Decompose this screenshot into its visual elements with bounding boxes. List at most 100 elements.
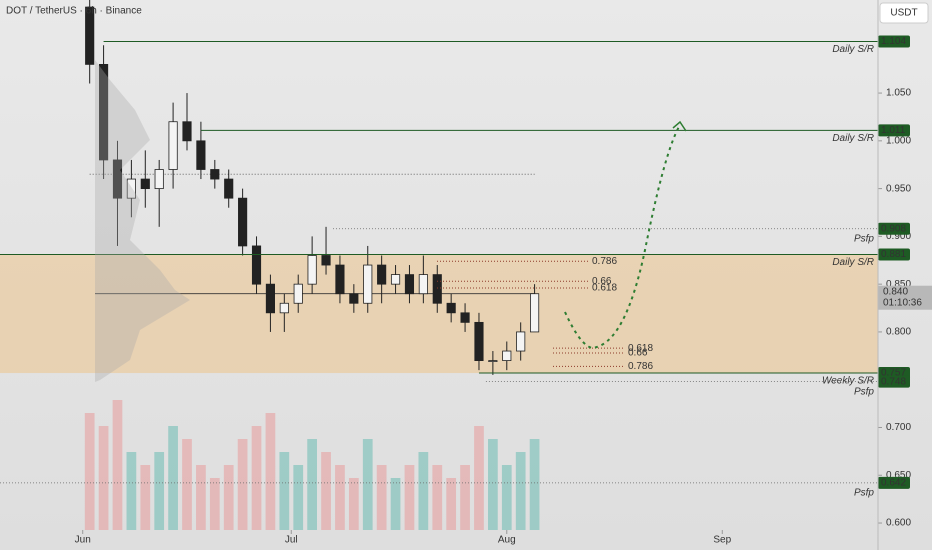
candle-body [238, 197, 248, 247]
volume-bar [474, 426, 484, 530]
price-tag-label: 0.757 [881, 368, 906, 379]
y-tick-label: 0.950 [886, 183, 911, 194]
volume-bar [418, 452, 429, 530]
candle-body [126, 178, 136, 199]
volume-bar [168, 426, 178, 530]
candle-body [293, 283, 303, 304]
x-tick-label: Jun [75, 535, 91, 546]
volume-bar [307, 439, 317, 530]
candle-body [307, 255, 317, 285]
fib-label: 0.618 [592, 283, 617, 294]
level-name: Daily S/R [832, 257, 874, 268]
volume-bar [515, 452, 526, 530]
projection-arrow [672, 120, 687, 132]
volume-bar [404, 465, 415, 530]
volume-bar [251, 426, 262, 530]
candle-body [196, 140, 206, 170]
volume-bar [432, 465, 443, 530]
y-tick-label: 1.050 [886, 88, 911, 99]
volume-bar [376, 465, 387, 530]
last-price-tag [878, 285, 932, 310]
volume-bar [279, 452, 290, 530]
volume-bar [126, 452, 137, 530]
volume-bar [237, 439, 248, 530]
x-tick-label: Sep [713, 535, 731, 546]
candle-body [265, 283, 275, 314]
candle-body [446, 302, 456, 314]
chart-title: DOT / TetherUS · 6h · Binance [6, 6, 142, 17]
level-name: Psfp [854, 488, 874, 499]
price-tag [878, 222, 910, 235]
currency-button[interactable] [879, 2, 929, 24]
price-tag [878, 248, 910, 261]
fib-label: 0.786 [628, 361, 653, 372]
volume-bar [265, 413, 276, 530]
price-tag-label: 1.011 [881, 125, 906, 136]
price-tag-label: 1.104 [881, 36, 906, 47]
x-tick-label: Jul [285, 535, 298, 546]
volume-bar [348, 478, 359, 530]
volume-bar [390, 478, 401, 530]
candle-body [99, 63, 109, 161]
volume-bar [98, 426, 109, 530]
candle-body [474, 321, 484, 361]
candle-body [140, 178, 150, 190]
candle-body [85, 6, 95, 65]
projection-path [564, 124, 681, 350]
candle-body [418, 274, 428, 295]
x-tick-label: Aug [498, 535, 516, 546]
candle-body [168, 121, 178, 170]
volume-bar [321, 452, 331, 530]
candle-body [530, 293, 540, 333]
level-name: Daily S/R [832, 133, 874, 144]
price-tag [878, 375, 910, 388]
y-tick-label: 0.700 [886, 422, 911, 433]
candle-body [516, 331, 526, 352]
volume-bar [501, 465, 512, 530]
volume-bar [293, 465, 304, 530]
y-tick-label: 0.850 [886, 279, 911, 290]
candle-body [279, 302, 289, 314]
volume-bar [446, 478, 457, 530]
volume-bar [112, 400, 123, 530]
volume-bar [209, 478, 220, 530]
price-tag [878, 35, 910, 48]
volume-bar [529, 439, 540, 530]
y-tick-label: 0.800 [886, 327, 911, 338]
fib-label: 0.618 [628, 343, 653, 354]
volume-profile [95, 60, 190, 382]
price-tag [878, 476, 910, 489]
candle-body [488, 360, 498, 362]
volume-bar [84, 413, 95, 530]
candle-body [502, 350, 512, 361]
last-price-label: 0.840 [883, 286, 908, 297]
volume-bar [335, 465, 345, 530]
candle-body [251, 245, 262, 285]
candle-body [432, 274, 442, 304]
price-tag-label: 0.881 [881, 249, 906, 260]
currency: USDT [890, 8, 917, 19]
candle-body [182, 121, 192, 142]
candle-body [390, 274, 401, 285]
volume-bar [196, 465, 206, 530]
candle-body [321, 255, 331, 266]
price-tag-label: 0.908 [881, 223, 906, 234]
volume-bar [488, 439, 498, 530]
candle-body [335, 264, 345, 295]
volume-bar [460, 465, 470, 530]
candle-body [210, 169, 220, 180]
price-tag-label: 0.748 [881, 376, 906, 387]
volume-bar [362, 439, 373, 530]
price-tag-label: 0.642 [881, 478, 906, 489]
fib-label: 0.66 [628, 348, 648, 359]
volume-bar [154, 452, 165, 530]
level-name: Psfp [854, 386, 874, 397]
y-tick-label: 0.600 [886, 518, 911, 529]
y-tick-label: 1.000 [886, 135, 911, 146]
y-tick-label: 0.900 [886, 231, 911, 242]
candle-body [154, 169, 164, 190]
candle-body [363, 264, 373, 304]
fib-label: 0.786 [592, 256, 617, 267]
fib-label: 0.66 [592, 276, 612, 287]
